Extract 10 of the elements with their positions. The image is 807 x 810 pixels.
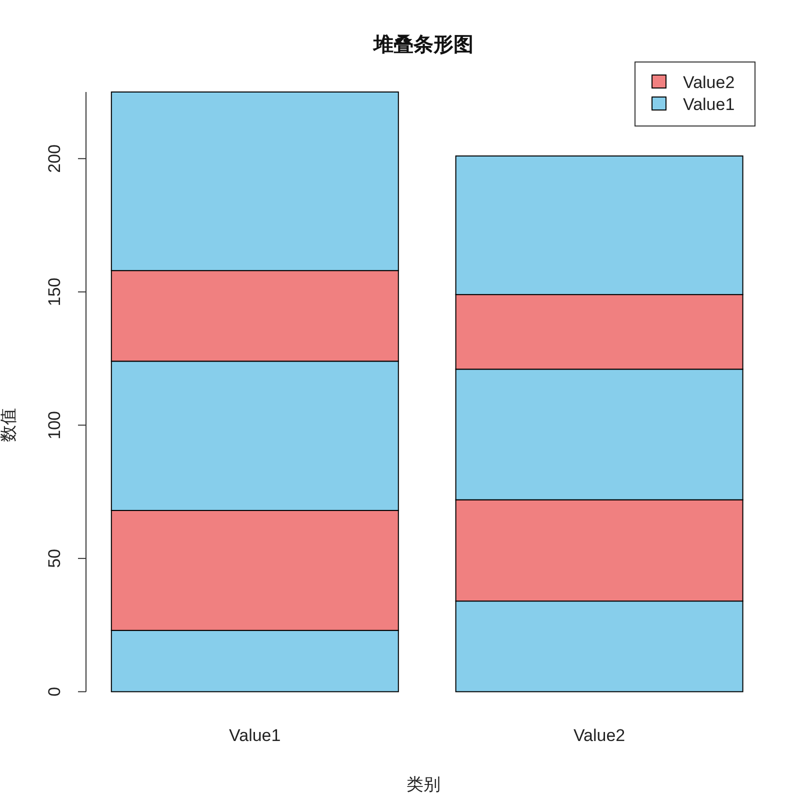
y-tick-label: 100 — [45, 410, 64, 440]
y-tick-label: 200 — [45, 144, 64, 173]
chart-title: 堆叠条形图 — [372, 34, 474, 56]
y-axis-title: 数值 — [0, 408, 18, 442]
legend-label: Value2 — [683, 73, 735, 92]
y-tick-label: 50 — [45, 548, 64, 568]
y-tick-label: 0 — [45, 686, 64, 696]
y-tick-label: 150 — [45, 278, 64, 306]
legend-label: Value1 — [683, 95, 735, 114]
x-axis-title: 类别 — [406, 775, 440, 794]
